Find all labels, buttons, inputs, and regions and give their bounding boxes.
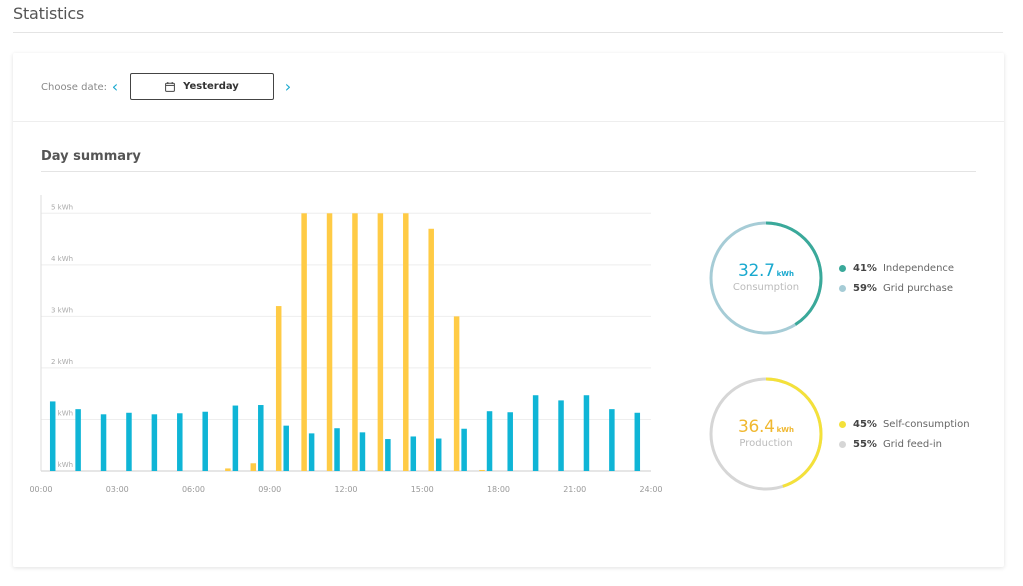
grid-feed-in-pct: 55% xyxy=(853,438,877,450)
production-bar xyxy=(275,306,282,471)
production-donut xyxy=(709,377,823,491)
consumption-bar xyxy=(283,425,289,471)
card-divider xyxy=(13,121,1004,122)
consumption-bar xyxy=(258,405,264,471)
chevron-left-icon[interactable]: ‹ xyxy=(111,77,119,96)
self-consumption-dot xyxy=(839,420,846,428)
consumption-bar xyxy=(177,413,183,471)
production-bar xyxy=(225,468,231,471)
y-tick-label: 5 kWh xyxy=(51,203,73,211)
y-tick-label: 4 kWh xyxy=(51,255,73,263)
consumption-bar xyxy=(359,432,366,471)
x-tick-label: 18:00 xyxy=(487,485,510,494)
energy-bar-chart: 0 kWh 1 kWh 2 kWh 3 kWh 4 kWh 5 kWh 00:00 03:00… xyxy=(29,195,663,494)
date-picker-button[interactable]: Yesterday xyxy=(130,73,274,100)
x-tick-label: 03:00 xyxy=(106,485,129,494)
production-value: 36.4 xyxy=(737,417,775,437)
legend-independence: 41% Independence xyxy=(839,258,954,278)
chevron-right-icon[interactable]: › xyxy=(284,77,292,96)
consumption-bar xyxy=(49,401,56,471)
consumption-unit: kWh xyxy=(776,270,795,278)
consumption-bar xyxy=(461,428,467,471)
grid-feed-in-label: Grid feed-in xyxy=(882,438,942,450)
consumption-bar xyxy=(100,414,107,471)
x-tick-label: 06:00 xyxy=(182,485,205,494)
production-bar xyxy=(326,213,333,472)
production-center: 36.4 kWh Production xyxy=(708,417,824,449)
title-divider xyxy=(13,32,1003,33)
production-bar xyxy=(377,213,384,472)
consumption-label: Consumption xyxy=(732,282,800,293)
independence-dot xyxy=(839,264,846,272)
grid-feed-in-dot xyxy=(839,440,846,448)
consumption-bar xyxy=(486,411,493,471)
production-bar xyxy=(428,228,434,471)
production-bar xyxy=(352,213,358,472)
consumption-center: 32.7 kWh Consumption xyxy=(708,261,824,293)
production-bar xyxy=(250,463,257,471)
consumption-bar xyxy=(75,409,81,471)
consumption-bar xyxy=(507,412,513,471)
consumption-bar xyxy=(202,411,208,471)
x-tick-label: 12:00 xyxy=(334,485,357,494)
consumption-bar xyxy=(126,412,132,471)
production-bar xyxy=(453,316,460,471)
production-bar xyxy=(403,213,409,472)
consumption-bar xyxy=(532,395,539,471)
consumption-bar xyxy=(308,433,315,471)
y-tick-label: 3 kWh xyxy=(51,306,73,314)
independence-pct: 41% xyxy=(853,262,877,274)
consumption-bar xyxy=(410,436,417,471)
self-consumption-arc xyxy=(709,377,823,491)
consumption-bar xyxy=(609,409,615,471)
consumption-bar xyxy=(435,438,442,471)
consumption-donut xyxy=(709,221,823,335)
x-tick-label: 00:00 xyxy=(29,485,52,494)
independence-label: Independence xyxy=(882,262,955,274)
production-bar xyxy=(479,469,485,471)
consumption-bar xyxy=(558,400,564,471)
x-tick-label: 09:00 xyxy=(258,485,281,494)
calendar-icon xyxy=(165,81,176,92)
date-picker-value: Yesterday xyxy=(183,81,239,92)
y-tick-label: 2 kWh xyxy=(51,358,73,366)
x-tick-label: 15:00 xyxy=(411,485,434,494)
choose-date-label: Choose date: xyxy=(41,82,108,93)
statistics-card: Choose date: ‹ Yesterday › Day summary 0… xyxy=(13,53,1004,567)
grid-purchase-dot xyxy=(839,284,846,292)
independence-arc xyxy=(709,221,823,335)
consumption-bar xyxy=(385,439,391,471)
page-title: Statistics xyxy=(13,4,85,23)
grid-purchase-label: Grid purchase xyxy=(882,282,954,294)
legend-self-consumption: 45% Self-consumption xyxy=(839,414,970,434)
consumption-bar xyxy=(634,412,641,471)
production-unit: kWh xyxy=(776,426,795,434)
grid-purchase-pct: 59% xyxy=(853,282,877,294)
section-divider xyxy=(41,171,976,172)
production-label: Production xyxy=(739,438,793,449)
legend-grid-feed-in: 55% Grid feed-in xyxy=(839,434,970,454)
x-tick-label: 24:00 xyxy=(639,485,662,494)
production-legend: 45% Self-consumption 55% Grid feed-in xyxy=(839,414,970,454)
self-consumption-label: Self-consumption xyxy=(882,418,970,430)
consumption-bar xyxy=(583,395,590,471)
self-consumption-pct: 45% xyxy=(853,418,877,430)
consumption-value: 32.7 xyxy=(737,261,775,281)
day-summary-title: Day summary xyxy=(41,149,141,164)
production-bar xyxy=(301,213,307,472)
consumption-bar xyxy=(151,414,158,471)
y-tick-label: 0 kWh xyxy=(51,461,73,469)
consumption-bar xyxy=(334,428,340,471)
x-tick-label: 21:00 xyxy=(563,485,586,494)
consumption-legend: 41% Independence 59% Grid purchase xyxy=(839,258,954,298)
legend-grid-purchase: 59% Grid purchase xyxy=(839,278,954,298)
consumption-bar xyxy=(232,405,239,471)
y-tick-label: 1 kWh xyxy=(51,409,73,417)
